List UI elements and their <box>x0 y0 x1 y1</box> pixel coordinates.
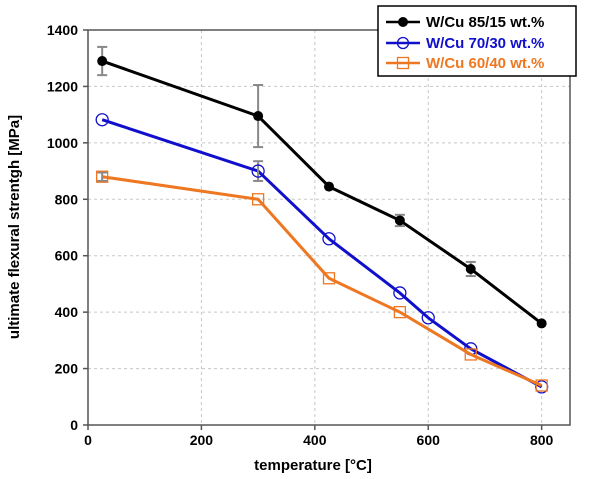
data-point <box>536 318 547 329</box>
x-axis-title: temperature [°C] <box>254 457 372 474</box>
legend-label-85-15: W/Cu 85/15 wt.% <box>426 14 544 31</box>
series-line <box>101 175 543 387</box>
data-point <box>251 164 265 178</box>
x-tick-label: 0 <box>84 432 92 448</box>
axes <box>87 29 571 426</box>
ticks: 0 200 400 600 800 0 200 400 600 800 1000 1200 1400 <box>47 22 554 448</box>
grid <box>88 29 570 425</box>
data-point <box>464 348 477 361</box>
y-tick-label: 0 <box>70 417 78 433</box>
legend-box <box>377 5 577 77</box>
y-tick-label: 1200 <box>47 78 78 94</box>
legend-label-60-40: W/Cu 60/40 wt.% <box>426 55 544 72</box>
data-point <box>324 181 334 192</box>
plot-frame <box>87 29 571 426</box>
series-line <box>101 59 543 325</box>
x-tick-label: 400 <box>303 432 327 448</box>
y-tick-label: 400 <box>55 304 79 320</box>
legend: W/Cu 85/15 wt.% W/Cu 70/30 wt.% W/Cu 60/… <box>377 5 577 77</box>
data-point <box>393 286 407 300</box>
data-point <box>393 305 407 319</box>
data-point <box>96 170 109 183</box>
data-point <box>394 215 405 226</box>
legend-label-70-30: W/Cu 70/30 wt.% <box>426 35 544 52</box>
data-point <box>465 263 476 274</box>
series-3 <box>96 170 548 392</box>
data-point <box>97 56 108 67</box>
x-tick-label: 600 <box>417 432 441 448</box>
data-point <box>535 379 548 392</box>
y-tick-label: 600 <box>55 248 79 264</box>
y-tick-label: 1400 <box>47 22 78 38</box>
data-point <box>421 311 435 325</box>
y-tick-label: 1000 <box>47 135 78 151</box>
y-tick-label: 800 <box>55 191 79 207</box>
data-point <box>95 113 109 127</box>
series-layer <box>95 45 549 394</box>
legend-marker-85-15 <box>398 17 408 27</box>
legend-marker-70-30 <box>396 36 410 50</box>
data-point <box>253 111 264 122</box>
data-point <box>322 272 336 285</box>
y-axis-title: ultimate flexural strentgh [MPa] <box>6 115 23 339</box>
data-point <box>251 193 265 206</box>
series-1 <box>97 45 547 329</box>
legend-marker-60-40 <box>396 56 410 70</box>
x-tick-label: 200 <box>190 432 214 448</box>
x-tick-label: 800 <box>530 432 554 448</box>
data-point <box>322 232 336 246</box>
y-tick-label: 200 <box>55 361 79 377</box>
